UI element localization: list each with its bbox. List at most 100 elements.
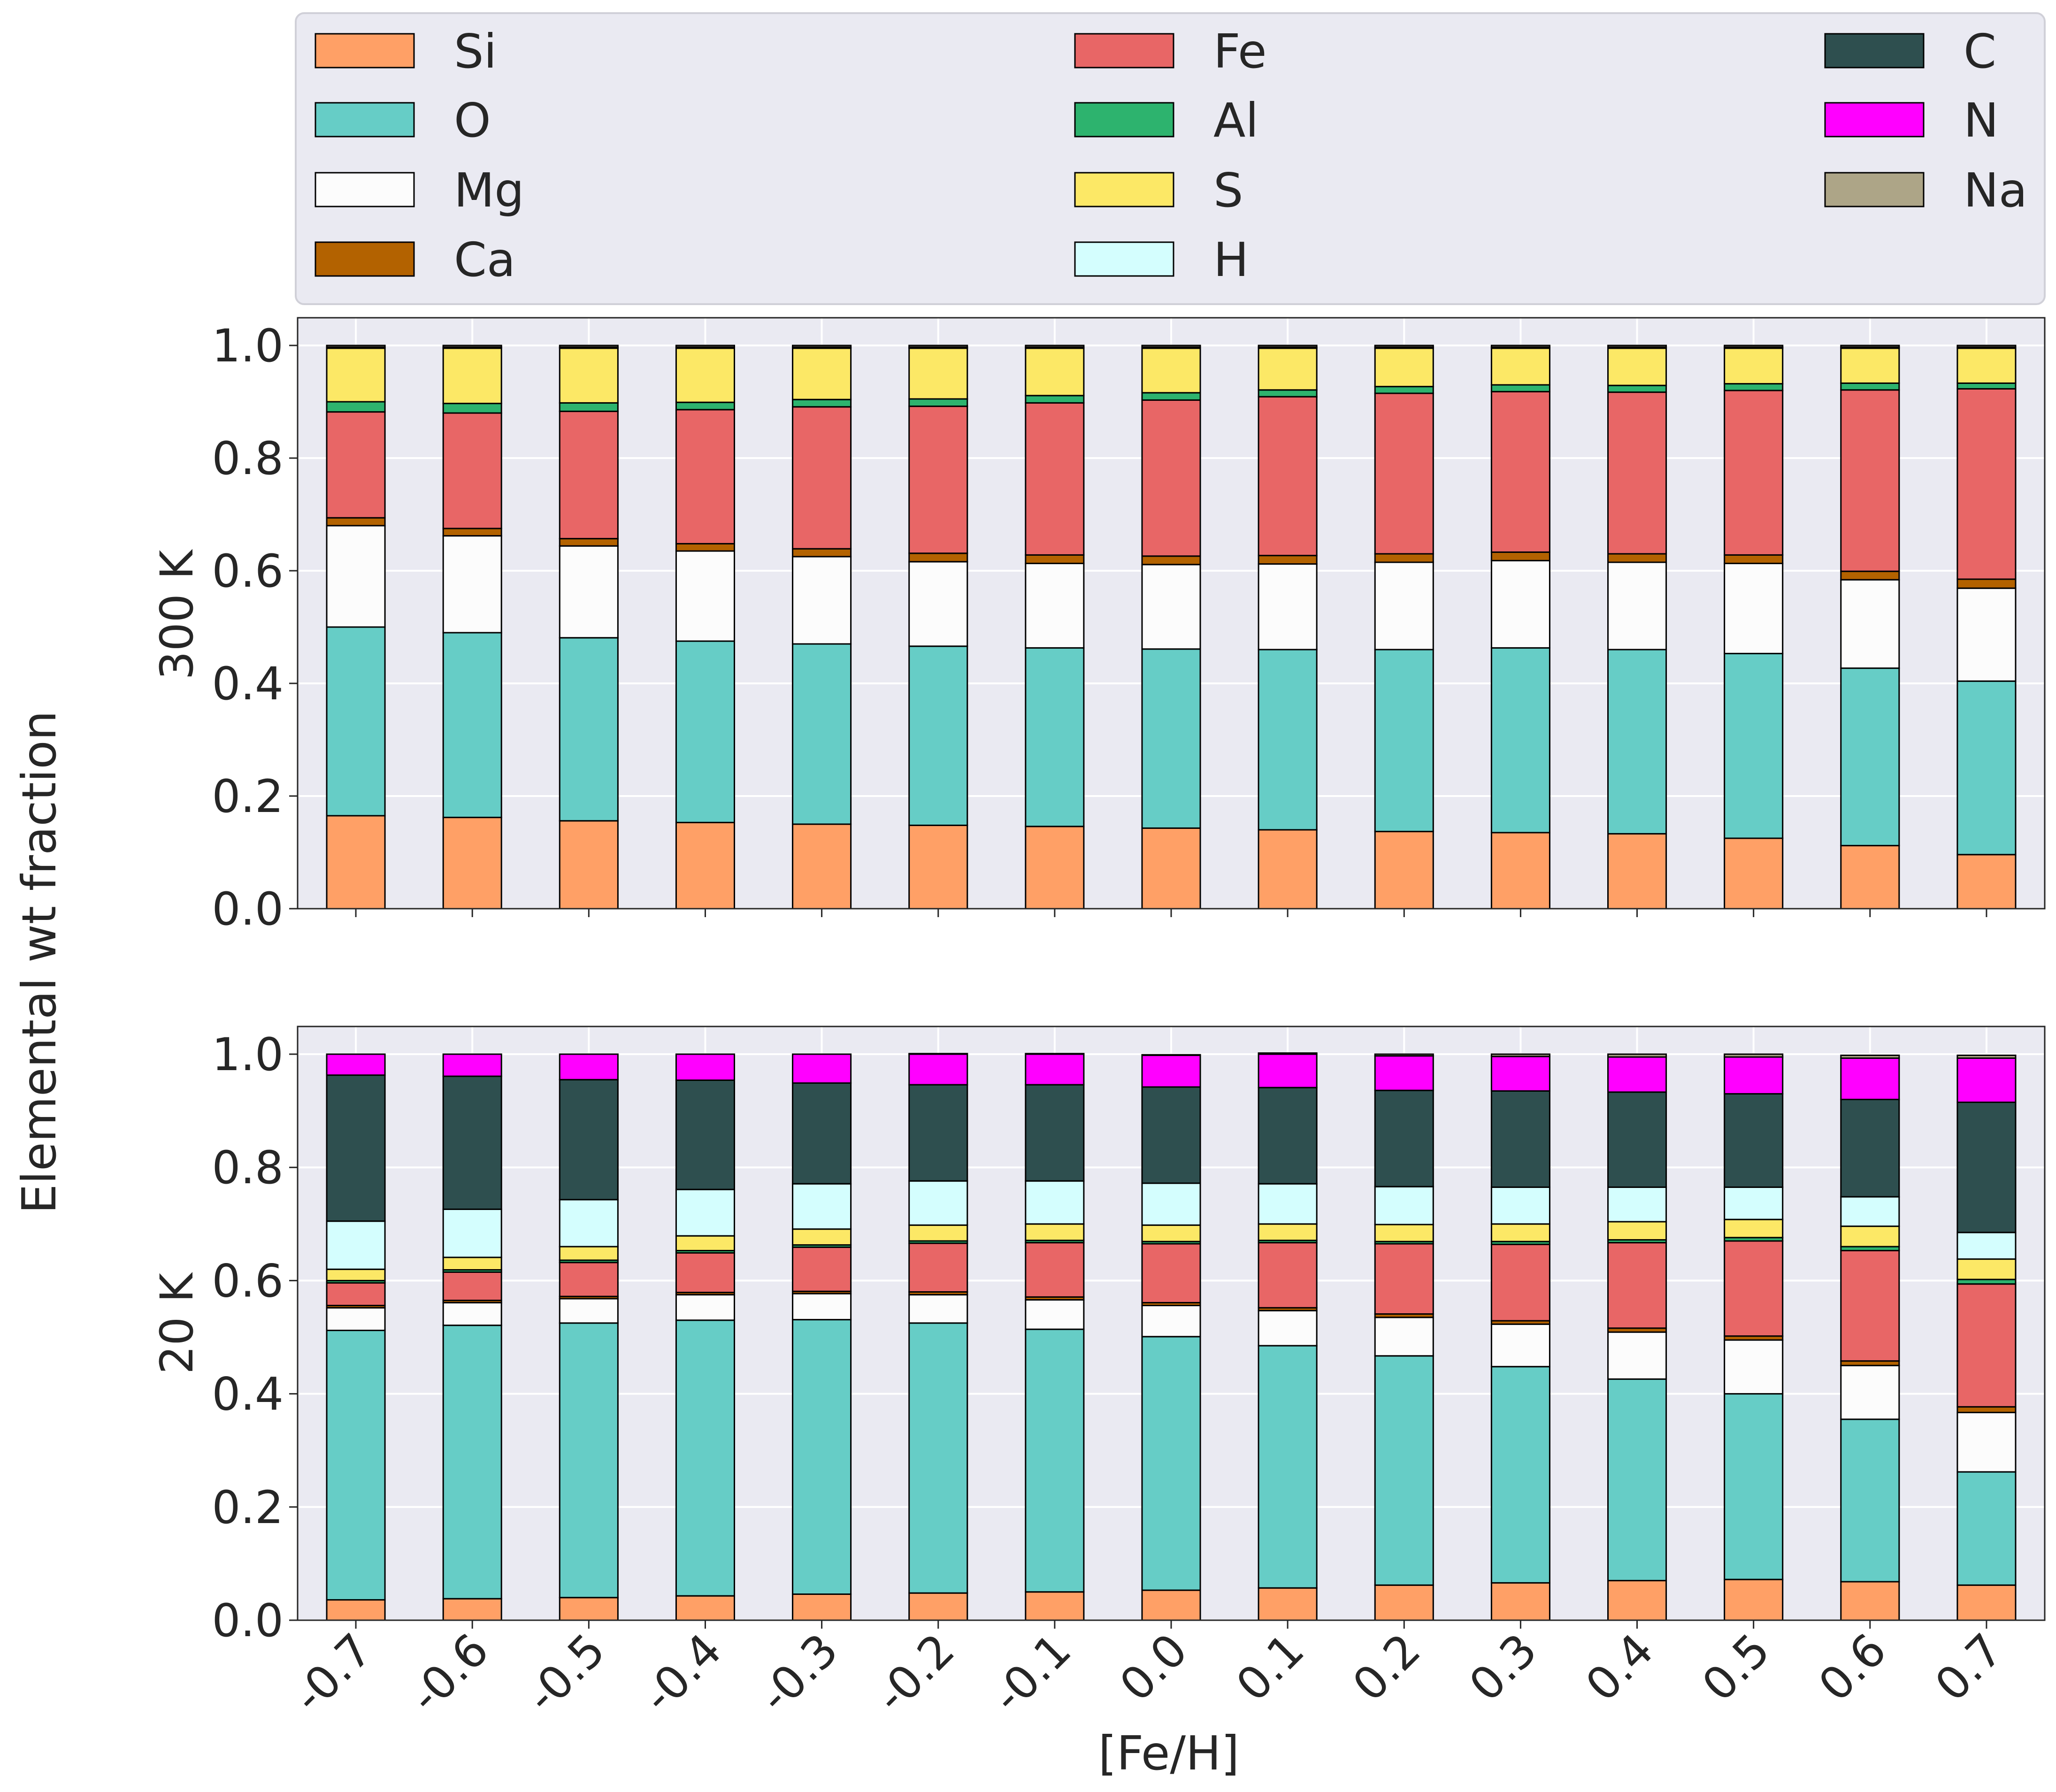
bar-segment-o [1956,680,2017,856]
bar-segment-al [1141,392,1201,401]
bar-segment-s [1490,1223,1550,1242]
bar-segment-o [1490,647,1550,834]
bar-segment-mg [1025,1299,1085,1330]
bar-segment-c [1956,1102,2017,1233]
bar-segment-o [908,1322,968,1594]
bar-segment-si [908,824,968,910]
bar-segment-ca [675,543,736,552]
bar-segment-si [675,821,736,910]
bar-segment-s [1840,347,1900,384]
bar-segment-o [1956,1471,2017,1586]
bar-segment-al [908,398,968,407]
bar-segment-mg [1141,564,1201,650]
bar-segment-h [442,1208,502,1258]
bar-segment-o [675,640,736,823]
legend-swatch-fe [1074,33,1174,69]
bar-segment-n [1956,1057,2017,1103]
bar-segment-fe [1258,1242,1318,1309]
legend-label-ca: Ca [454,232,515,287]
y-tick-label: 0.2 [212,1481,284,1534]
bar-segment-na [1374,345,1434,348]
bar-segment-al [1607,384,1667,393]
bar-segment-si [326,1599,386,1621]
bar-segment-h [792,1183,852,1230]
bar-segment-na [1490,345,1550,348]
bar-segment-h [1025,1180,1085,1225]
legend-swatch-na [1824,172,1925,207]
panel-label-300k: 300 K [151,549,203,680]
bar-segment-c [1840,1098,1900,1198]
bar-segment-fe [1956,1283,2017,1408]
bar-segment-fe [1374,1243,1434,1315]
bar-segment-si [792,1593,852,1621]
bar-segment-al [1840,382,1900,391]
bar-segment-h [1840,1196,1900,1227]
bar-segment-si [1724,1578,1784,1621]
x-tick-label: -0.6 [399,1624,499,1723]
x-tick-label: 0.3 [1459,1624,1547,1711]
bar-segment-c [1724,1093,1784,1188]
bar-segment-fe [1258,396,1318,557]
bar-segment-n [1258,1053,1318,1088]
bar-segment-o [1607,1378,1667,1582]
bar-segment-fe [1490,391,1550,553]
bar-segment-na [1490,1053,1550,1057]
bar-segment-fe [559,1262,619,1297]
bar-segment-fe [1141,399,1201,557]
bar-segment-s [1724,1218,1784,1239]
x-tick-label: 0.6 [1809,1624,1896,1711]
bar-segment-s [1141,1224,1201,1242]
x-tick-label: 0.4 [1576,1624,1664,1711]
x-tick-label: 0.1 [1226,1624,1314,1711]
bar-segment-mg [1956,587,2017,682]
bar-segment-ca [1141,555,1201,566]
bar-segment-ca [1374,553,1434,563]
bar-segment-fe [1490,1243,1550,1322]
bar-segment-na [1141,345,1201,348]
bar-segment-h [1956,1232,2017,1260]
x-tick-label: 0.5 [1692,1624,1780,1711]
y-tick-label: 1.0 [212,320,284,372]
bar-segment-c [1490,1090,1550,1188]
bar-segment-si [442,817,502,910]
legend-label-s: S [1213,163,1243,218]
bar-segment-n [908,1053,968,1086]
bar-segment-o [326,626,386,817]
bar-segment-h [1374,1186,1434,1225]
bar-segment-c [559,1079,619,1201]
bar-segment-si [1956,1584,2017,1621]
bar-segment-n [1141,1054,1201,1088]
x-tick-label: -0.2 [865,1624,965,1723]
bar-segment-fe [908,406,968,554]
legend-label-si: Si [454,24,497,79]
bar-segment-fe [1607,1242,1667,1329]
bar-segment-c [1607,1091,1667,1188]
axis-labels: Elemental wt fraction [Fe/H] 300 K 20 K [12,549,1239,1781]
bar-segment-fe [1374,392,1434,555]
bar-segment-s [908,1224,968,1242]
bar-segment-si [1025,826,1085,910]
bar-segment-fe [326,1282,386,1306]
bar-segment-mg [1258,563,1318,651]
bar-segment-mg [1607,1331,1667,1380]
bar-segment-o [1374,649,1434,833]
bar-segment-s [1374,347,1434,388]
bar-segment-na [1258,345,1318,348]
bar-segment-o [1490,1366,1550,1584]
bar-segment-s [1956,1258,2017,1280]
bar-segment-mg [559,1298,619,1324]
bar-segment-o [908,645,968,826]
bar-segment-al [1490,384,1550,392]
bar-segment-s [1956,347,2017,384]
bar-segment-si [1025,1591,1085,1621]
bar-segment-c [908,1084,968,1182]
bar-segment-si [1607,833,1667,910]
bar-segment-s [792,347,852,400]
bar-segment-fe [1141,1243,1201,1303]
bar-segment-mg [1724,1339,1784,1395]
bar-segment-fe [1025,402,1085,556]
bar-segment-h [559,1199,619,1248]
bar-segment-o [675,1319,736,1597]
y-tick-label: 1.0 [212,1028,284,1081]
bar-segment-n [1840,1057,1900,1100]
